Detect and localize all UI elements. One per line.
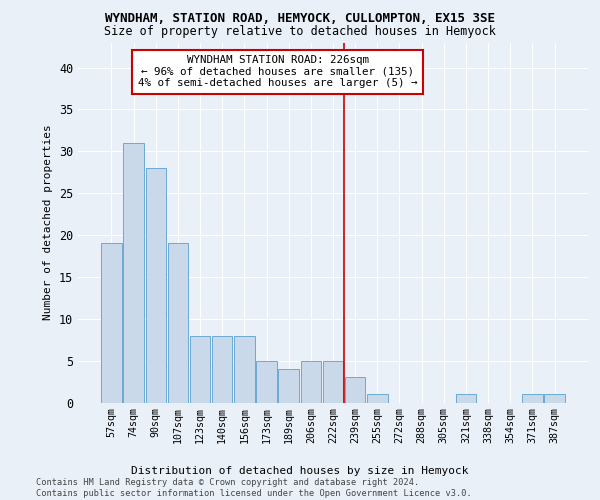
- Bar: [522, 394, 542, 402]
- Bar: [367, 394, 388, 402]
- Bar: [345, 378, 365, 402]
- Bar: [124, 143, 144, 403]
- Bar: [234, 336, 254, 402]
- Bar: [544, 394, 565, 402]
- Bar: [256, 360, 277, 403]
- Bar: [167, 244, 188, 402]
- Text: Contains HM Land Registry data © Crown copyright and database right 2024.
Contai: Contains HM Land Registry data © Crown c…: [36, 478, 472, 498]
- Bar: [323, 360, 343, 403]
- Bar: [278, 369, 299, 402]
- Bar: [101, 244, 122, 402]
- Text: Size of property relative to detached houses in Hemyock: Size of property relative to detached ho…: [104, 25, 496, 38]
- Text: Distribution of detached houses by size in Hemyock: Distribution of detached houses by size …: [131, 466, 469, 476]
- Bar: [212, 336, 232, 402]
- Bar: [456, 394, 476, 402]
- Bar: [190, 336, 210, 402]
- Bar: [146, 168, 166, 402]
- Bar: [301, 360, 321, 403]
- Y-axis label: Number of detached properties: Number of detached properties: [43, 124, 53, 320]
- Text: WYNDHAM STATION ROAD: 226sqm
← 96% of detached houses are smaller (135)
4% of se: WYNDHAM STATION ROAD: 226sqm ← 96% of de…: [138, 55, 418, 88]
- Text: WYNDHAM, STATION ROAD, HEMYOCK, CULLOMPTON, EX15 3SE: WYNDHAM, STATION ROAD, HEMYOCK, CULLOMPT…: [105, 12, 495, 26]
